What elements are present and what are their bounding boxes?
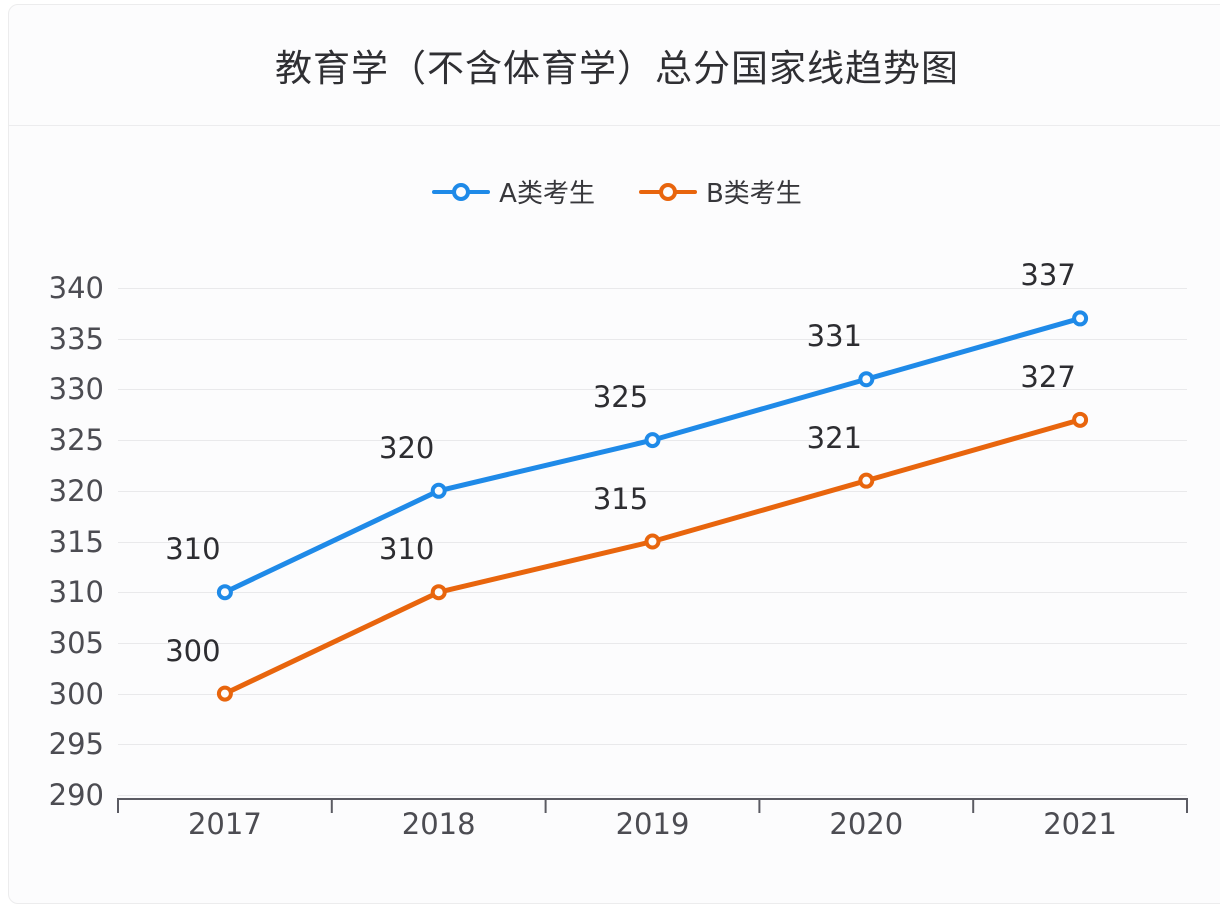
data-point-label: 337 bbox=[1020, 258, 1076, 293]
gridline bbox=[118, 642, 1187, 644]
x-axis-tick: 2018 bbox=[401, 807, 476, 841]
y-axis-tick: 330 bbox=[48, 372, 104, 407]
data-point-marker bbox=[644, 432, 661, 449]
data-point-marker bbox=[1072, 310, 1089, 327]
data-point-label: 320 bbox=[379, 430, 435, 465]
legend-item-b[interactable]: B类考生 bbox=[638, 173, 802, 210]
data-point-label: 327 bbox=[1020, 359, 1076, 394]
gridline bbox=[118, 795, 1187, 796]
gridline bbox=[118, 389, 1187, 391]
data-point-marker bbox=[1072, 411, 1089, 428]
legend-item-a[interactable]: A类考生 bbox=[432, 173, 595, 210]
y-axis-tick: 320 bbox=[48, 473, 104, 508]
plot-area: 340 335 330 325 320 315 310 305 300 295 290 2017 20… bbox=[9, 5, 1220, 905]
x-axis-tick: 2020 bbox=[829, 807, 904, 841]
data-point-marker bbox=[430, 584, 447, 601]
legend-marker-a-icon bbox=[432, 179, 491, 205]
series-canvas bbox=[117, 310, 1188, 813]
data-point-label: 325 bbox=[592, 380, 649, 415]
x-axis-tick: 2021 bbox=[1043, 807, 1117, 841]
gridline bbox=[118, 744, 1187, 746]
data-point-label: 331 bbox=[806, 319, 862, 354]
title-bar: 教育学（不含体育学）总分国家线趋势图 bbox=[9, 5, 1220, 126]
data-point-marker bbox=[858, 371, 875, 388]
data-point-label: 315 bbox=[592, 481, 649, 516]
y-axis-tick: 290 bbox=[48, 778, 104, 812]
chart-legend: A类考生 B类考生 bbox=[9, 173, 1220, 210]
data-point-label: 310 bbox=[379, 532, 435, 567]
x-axis-tick: 2019 bbox=[615, 807, 690, 841]
gridline bbox=[118, 693, 1187, 695]
data-point-marker bbox=[216, 584, 233, 601]
chart-card: 教育学（不含体育学）总分国家线趋势图 A类考生 B类考生 340 335 330 32… bbox=[8, 4, 1220, 904]
data-point-label: 300 bbox=[165, 633, 221, 668]
x-axis-line bbox=[117, 798, 1188, 813]
legend-label-b: B类考生 bbox=[705, 179, 802, 209]
gridline bbox=[118, 338, 1187, 340]
gridline bbox=[118, 592, 1187, 594]
legend-marker-b-icon bbox=[638, 179, 697, 205]
data-point-marker bbox=[858, 472, 875, 489]
gridline bbox=[118, 288, 1187, 289]
data-point-marker bbox=[644, 533, 661, 550]
data-point-marker bbox=[216, 685, 233, 702]
series-line-b bbox=[222, 417, 1083, 697]
gridline bbox=[118, 490, 1187, 492]
y-axis-tick: 295 bbox=[48, 727, 104, 762]
page-title: 教育学（不含体育学）总分国家线趋势图 bbox=[275, 47, 959, 90]
data-point-label: 321 bbox=[806, 420, 862, 455]
y-axis-tick: 305 bbox=[48, 625, 104, 660]
y-axis-tick: 335 bbox=[48, 321, 104, 356]
y-axis-tick: 300 bbox=[48, 676, 104, 711]
data-point-label: 310 bbox=[165, 532, 221, 567]
legend-label-a: A类考生 bbox=[499, 179, 595, 209]
y-axis-tick: 325 bbox=[48, 423, 104, 458]
x-axis-tick: 2017 bbox=[187, 807, 262, 841]
data-point-marker bbox=[430, 482, 447, 499]
y-axis-tick: 315 bbox=[48, 524, 104, 559]
y-axis-tick: 340 bbox=[48, 271, 104, 305]
y-axis-tick: 310 bbox=[48, 575, 104, 610]
